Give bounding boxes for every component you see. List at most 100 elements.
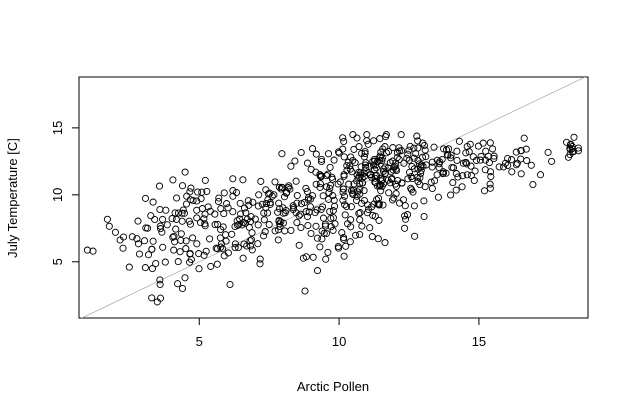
data-point: [223, 200, 231, 208]
data-point: [297, 148, 305, 157]
data-point: [436, 158, 444, 166]
data-point: [417, 166, 425, 175]
data-point: [350, 145, 358, 153]
data-point: [276, 222, 284, 231]
data-point: [237, 210, 245, 218]
data-point: [302, 208, 310, 216]
data-point: [297, 223, 305, 232]
data-point: [152, 259, 160, 268]
data-point: [260, 216, 268, 224]
data-point: [313, 267, 322, 275]
data-point: [357, 163, 365, 171]
data-point: [361, 149, 369, 158]
data-point: [233, 217, 241, 225]
data-point: [231, 244, 239, 252]
data-point: [400, 159, 408, 167]
data-point: [472, 156, 480, 164]
data-point: [351, 159, 359, 167]
data-point: [220, 189, 228, 197]
data-point: [178, 284, 187, 293]
data-point: [247, 213, 255, 221]
data-point: [428, 158, 436, 166]
data-point: [119, 244, 127, 252]
data-point: [147, 212, 155, 220]
data-point: [322, 255, 330, 263]
data-point: [344, 158, 352, 166]
data-point: [462, 149, 470, 157]
data-point: [512, 161, 520, 169]
data-point: [341, 211, 349, 219]
data-point: [392, 190, 400, 198]
data-point: [254, 221, 262, 229]
data-point: [398, 179, 406, 187]
data-point: [246, 237, 254, 245]
data-point: [255, 191, 263, 199]
data-point: [214, 197, 223, 206]
data-point: [459, 172, 467, 180]
data-point: [430, 143, 438, 151]
data-point: [275, 183, 283, 191]
data-point: [421, 146, 429, 154]
data-point: [370, 200, 378, 208]
data-point: [522, 145, 530, 153]
data-point: [284, 184, 292, 192]
data-point: [363, 209, 372, 217]
data-point: [361, 161, 370, 169]
data-point: [293, 218, 301, 227]
data-point: [340, 235, 348, 243]
data-point: [467, 171, 475, 179]
data-point: [105, 222, 113, 230]
data-point: [291, 157, 299, 165]
data-point: [197, 195, 205, 203]
data-point: [135, 250, 144, 258]
data-point: [163, 221, 171, 229]
data-point: [349, 156, 357, 165]
data-point: [256, 260, 264, 268]
data-point: [327, 223, 335, 231]
data-point: [405, 146, 413, 154]
data-point: [326, 207, 334, 216]
data-point: [177, 230, 185, 238]
data-point: [321, 222, 330, 230]
data-point: [340, 234, 348, 242]
data-point: [313, 206, 321, 214]
data-point: [189, 234, 197, 242]
data-point: [373, 182, 382, 190]
data-point: [349, 190, 357, 198]
data-point: [381, 143, 389, 151]
data-point: [133, 235, 141, 243]
x-tick-label: 10: [332, 334, 346, 349]
data-point: [329, 192, 337, 200]
data-point: [405, 168, 414, 176]
data-point: [140, 237, 149, 245]
data-point: [512, 148, 520, 156]
data-point: [447, 151, 455, 159]
data-point: [148, 245, 156, 253]
data-point: [229, 175, 237, 183]
data-point: [83, 246, 91, 254]
data-point: [379, 201, 387, 209]
data-point: [274, 236, 282, 244]
x-axis: 5 10 15: [196, 317, 486, 349]
data-point: [211, 221, 219, 229]
data-point: [289, 204, 298, 212]
data-point: [229, 192, 237, 200]
data-point: [181, 168, 189, 176]
data-point: [141, 264, 149, 272]
data-point: [149, 237, 157, 245]
data-point: [408, 175, 416, 183]
data-point: [356, 209, 364, 217]
data-point: [352, 196, 361, 204]
data-point: [303, 212, 312, 221]
data-point: [399, 196, 407, 204]
data-point: [239, 254, 247, 262]
data-point: [374, 158, 382, 166]
data-point: [340, 171, 348, 179]
data-point: [370, 137, 378, 145]
data-point: [151, 215, 159, 224]
data-point: [385, 189, 393, 197]
data-point: [364, 205, 373, 214]
data-point: [336, 178, 344, 186]
data-point: [343, 202, 351, 211]
data-point: [156, 280, 164, 289]
